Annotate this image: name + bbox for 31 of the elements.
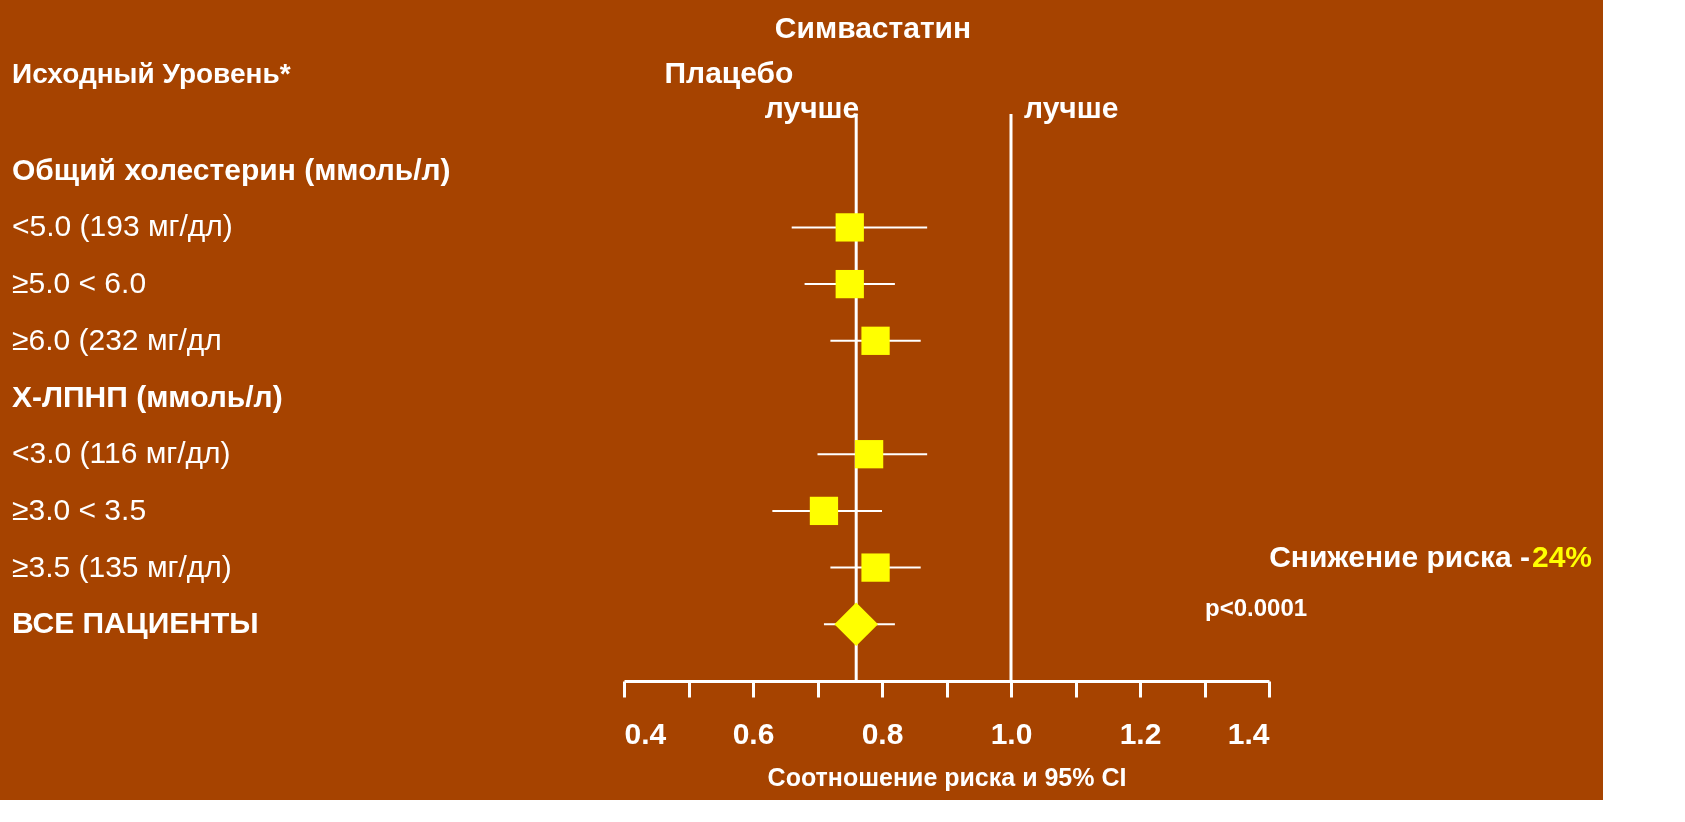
y-tick-label: ВСЕ ПАЦИЕНТЫ — [12, 606, 259, 640]
annotation: лучше — [764, 91, 860, 124]
text: Плацебо — [664, 56, 794, 89]
x-tick-label: 0.6 — [732, 716, 775, 750]
point — [809, 496, 839, 526]
text: Симвастатин — [774, 11, 972, 44]
x-tick-label: 1.4 — [1227, 716, 1270, 750]
annotation: p<0.0001 — [1205, 594, 1308, 621]
x-tick-label: 1.0 — [990, 716, 1033, 750]
annotation: Снижение риска - — [1269, 540, 1530, 573]
y-tick-label: ≥5.0 < 6.0 — [12, 266, 147, 300]
point — [861, 553, 890, 582]
point — [835, 213, 864, 242]
y-tick-label: ≥3.0 < 3.5 — [12, 492, 147, 526]
y-tick-label: ≥3.5 (135 мг/дл) — [12, 549, 232, 583]
y-tick-label: ≥6.0 (232 мг/дл — [12, 322, 222, 356]
x-tick-label: 0.4 — [624, 716, 667, 750]
point — [834, 602, 878, 647]
x-tick-label: 1.2 — [1119, 716, 1162, 750]
y-tick-label: <3.0 (116 мг/дл) — [12, 436, 231, 470]
x-tick-label: 0.8 — [861, 716, 904, 750]
point — [835, 269, 864, 299]
x-axis-title: Соотношение риска и 95% CI — [767, 762, 1127, 791]
y-tick-label: Х-ЛПНП (ммоль/л) — [12, 379, 283, 413]
point — [854, 440, 884, 469]
text: Исходный Уровень* — [12, 58, 291, 89]
annotation: лучше — [1024, 91, 1119, 124]
y-tick-label: <5.0 (193 мг/дл) — [12, 209, 233, 243]
point — [861, 326, 890, 355]
y-tick-label: Общий холестерин (ммоль/л) — [12, 152, 451, 186]
text: 24% — [1532, 540, 1593, 573]
